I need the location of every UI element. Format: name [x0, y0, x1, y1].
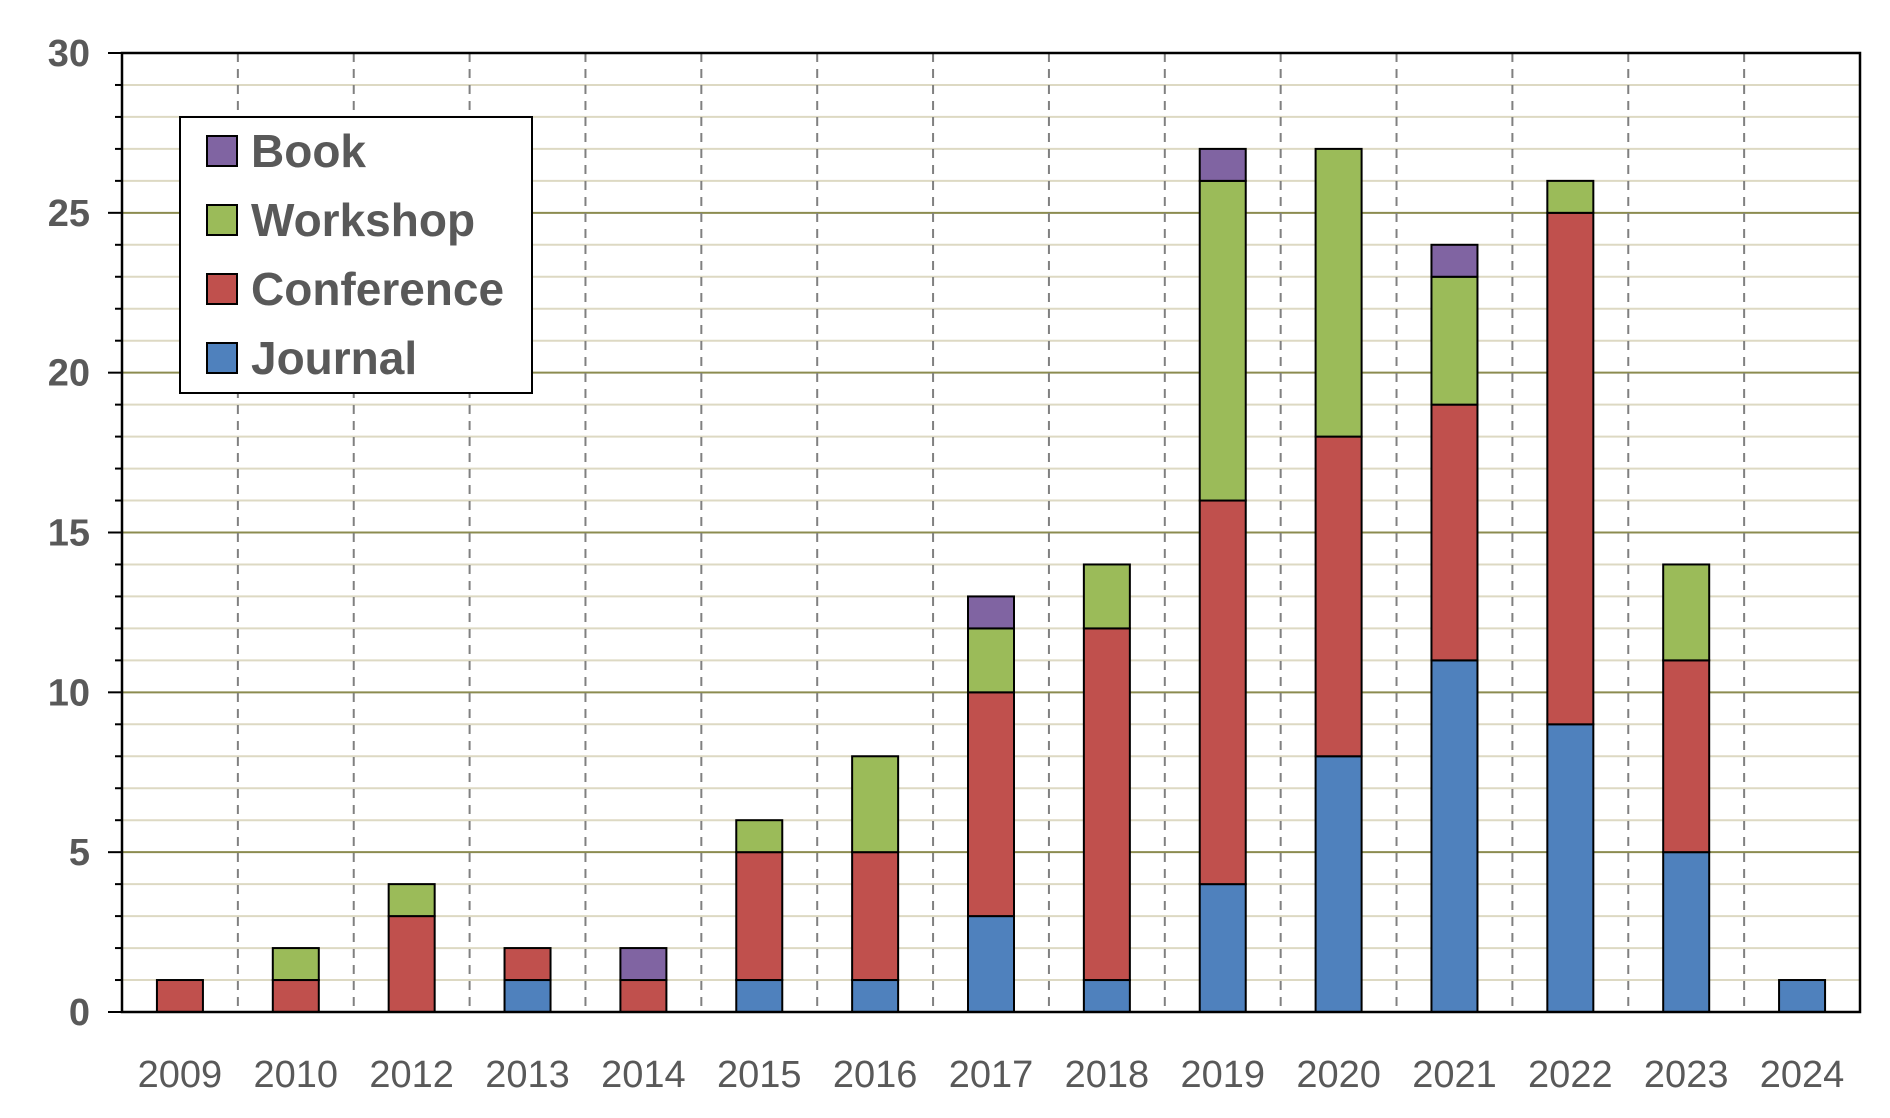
bar-journal-2015: [735, 979, 784, 1013]
y-tick-label: 10: [48, 672, 90, 714]
y-tick-labels: 0 5 10 15 20 25 30: [48, 33, 90, 1034]
bar-journal-2018: [1082, 979, 1131, 1013]
y-tick-label: 20: [48, 353, 90, 395]
y-tick-label: 25: [48, 193, 90, 235]
x-tick-label: 2019: [1180, 1054, 1265, 1096]
bar-workshop-2021: [1430, 275, 1479, 406]
bar-book-2014: [619, 947, 668, 982]
x-tick-label: 2014: [601, 1054, 686, 1096]
bar-journal-2013: [503, 979, 552, 1013]
legend-box: [179, 116, 533, 394]
y-tick-label: 5: [69, 832, 90, 874]
bar-workshop-2020: [1314, 147, 1363, 438]
bar-journal-2022: [1546, 723, 1595, 1013]
legend-label-conference: Conference: [251, 263, 504, 315]
legend-swatch-conference: [206, 273, 238, 305]
x-tick-label: 2021: [1412, 1054, 1497, 1096]
bar-book-2019: [1198, 147, 1247, 182]
axes: [108, 51, 1862, 1014]
x-tick-label: 2022: [1528, 1054, 1613, 1096]
bar-journal-2016: [851, 979, 900, 1013]
bar-workshop-2019: [1198, 179, 1247, 502]
bar-conference-2013: [503, 947, 552, 982]
bar-journal-2021: [1430, 659, 1479, 1013]
legend-swatch-workshop: [206, 204, 238, 236]
bar-journal-2020: [1314, 755, 1363, 1013]
legend: Book Workshop Conference Journal: [179, 116, 533, 394]
bar-book-2021: [1430, 243, 1479, 278]
x-tick-label: 2016: [833, 1054, 918, 1096]
bar-conference-2009: [155, 979, 204, 1013]
bar-workshop-2022: [1546, 179, 1595, 214]
bar-conference-2018: [1082, 627, 1131, 982]
legend-label-workshop: Workshop: [251, 194, 475, 246]
legend-label-book: Book: [251, 125, 366, 177]
bar-conference-2019: [1198, 499, 1247, 886]
bar-conference-2022: [1546, 211, 1595, 726]
bar-workshop-2018: [1082, 563, 1131, 630]
x-tick-label: 2015: [717, 1054, 802, 1096]
x-tick-label: 2017: [949, 1054, 1034, 1096]
x-tick-labels: 2009 2010 2012 2013 2014 2015 2016 2017 2018 2019…: [138, 1054, 1845, 1096]
legend-swatch-book: [206, 135, 238, 167]
bar-journal-2019: [1198, 883, 1247, 1014]
y-tick-label: 15: [48, 513, 90, 555]
bar-conference-2014: [619, 979, 668, 1013]
bar-journal-2017: [967, 915, 1015, 1013]
bar-conference-2010: [271, 979, 320, 1013]
x-tick-label: 2010: [254, 1054, 339, 1096]
bar-workshop-2012: [387, 883, 436, 918]
bar-workshop-2016: [851, 755, 900, 854]
bar-conference-2016: [851, 851, 900, 982]
x-tick-label: 2013: [485, 1054, 570, 1096]
bar-journal-2023: [1662, 851, 1711, 1014]
bar-conference-2017: [967, 691, 1015, 918]
y-tick-label: 0: [69, 992, 90, 1034]
bar-book-2017: [967, 595, 1015, 630]
bar-journal-2024: [1778, 979, 1827, 1013]
x-tick-label: 2009: [138, 1054, 223, 1096]
bar-workshop-2017: [967, 627, 1015, 694]
bar-conference-2012: [387, 915, 436, 1013]
bar-conference-2020: [1314, 435, 1363, 758]
x-tick-label: 2018: [1065, 1054, 1150, 1096]
x-tick-label: 2024: [1760, 1054, 1845, 1096]
bar-conference-2021: [1430, 403, 1479, 662]
bar-conference-2015: [735, 851, 784, 982]
y-tick-label: 30: [48, 33, 90, 75]
bar-workshop-2015: [735, 819, 784, 854]
bars: [155, 147, 1827, 1014]
x-tick-label: 2023: [1644, 1054, 1729, 1096]
bar-conference-2023: [1662, 659, 1711, 854]
x-tick-label: 2012: [369, 1054, 454, 1096]
legend-label-journal: Journal: [251, 332, 417, 384]
legend-swatch-journal: [206, 342, 238, 374]
x-tick-label: 2020: [1296, 1054, 1381, 1096]
bar-workshop-2023: [1662, 563, 1711, 662]
bar-workshop-2010: [271, 947, 320, 982]
